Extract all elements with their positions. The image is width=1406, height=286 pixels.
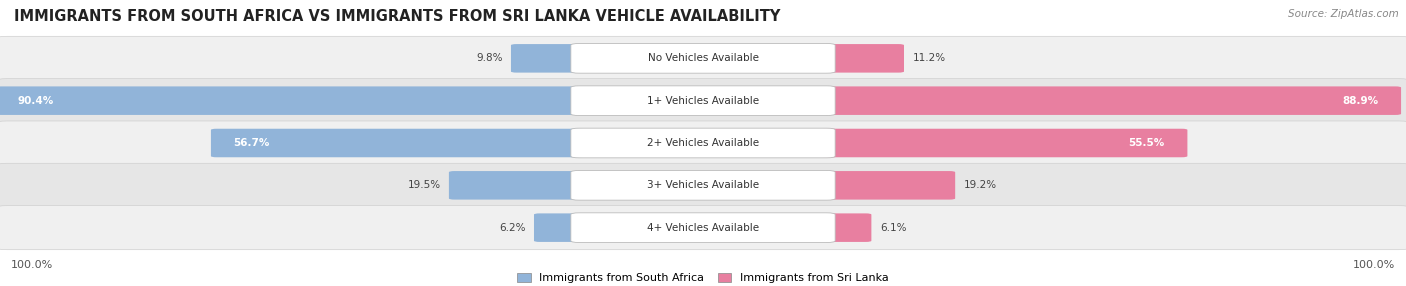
- FancyBboxPatch shape: [571, 170, 835, 200]
- Text: 19.5%: 19.5%: [408, 180, 440, 190]
- FancyBboxPatch shape: [0, 86, 585, 115]
- FancyBboxPatch shape: [821, 129, 1188, 157]
- Text: 4+ Vehicles Available: 4+ Vehicles Available: [647, 223, 759, 233]
- FancyBboxPatch shape: [211, 129, 585, 157]
- Text: 90.4%: 90.4%: [18, 96, 53, 106]
- FancyBboxPatch shape: [449, 171, 585, 200]
- Text: 55.5%: 55.5%: [1129, 138, 1166, 148]
- FancyBboxPatch shape: [821, 44, 904, 73]
- FancyBboxPatch shape: [571, 43, 835, 73]
- FancyBboxPatch shape: [510, 44, 585, 73]
- Text: 100.0%: 100.0%: [11, 260, 53, 270]
- Text: 19.2%: 19.2%: [963, 180, 997, 190]
- Text: 1+ Vehicles Available: 1+ Vehicles Available: [647, 96, 759, 106]
- Text: 9.8%: 9.8%: [477, 53, 502, 63]
- FancyBboxPatch shape: [0, 36, 1406, 80]
- FancyBboxPatch shape: [821, 171, 955, 200]
- Text: Source: ZipAtlas.com: Source: ZipAtlas.com: [1288, 9, 1399, 19]
- FancyBboxPatch shape: [821, 213, 872, 242]
- Text: 2+ Vehicles Available: 2+ Vehicles Available: [647, 138, 759, 148]
- FancyBboxPatch shape: [534, 213, 585, 242]
- Text: IMMIGRANTS FROM SOUTH AFRICA VS IMMIGRANTS FROM SRI LANKA VEHICLE AVAILABILITY: IMMIGRANTS FROM SOUTH AFRICA VS IMMIGRAN…: [14, 9, 780, 23]
- Text: 6.2%: 6.2%: [499, 223, 526, 233]
- FancyBboxPatch shape: [0, 121, 1406, 165]
- Text: 11.2%: 11.2%: [912, 53, 946, 63]
- FancyBboxPatch shape: [571, 86, 835, 116]
- FancyBboxPatch shape: [571, 128, 835, 158]
- Text: 3+ Vehicles Available: 3+ Vehicles Available: [647, 180, 759, 190]
- Text: 100.0%: 100.0%: [1353, 260, 1395, 270]
- FancyBboxPatch shape: [0, 206, 1406, 250]
- Text: No Vehicles Available: No Vehicles Available: [648, 53, 758, 63]
- Text: 56.7%: 56.7%: [233, 138, 270, 148]
- Legend: Immigrants from South Africa, Immigrants from Sri Lanka: Immigrants from South Africa, Immigrants…: [517, 273, 889, 283]
- FancyBboxPatch shape: [0, 163, 1406, 207]
- Text: 6.1%: 6.1%: [880, 223, 907, 233]
- FancyBboxPatch shape: [821, 86, 1400, 115]
- FancyBboxPatch shape: [0, 79, 1406, 123]
- Text: 88.9%: 88.9%: [1343, 96, 1378, 106]
- FancyBboxPatch shape: [571, 213, 835, 243]
